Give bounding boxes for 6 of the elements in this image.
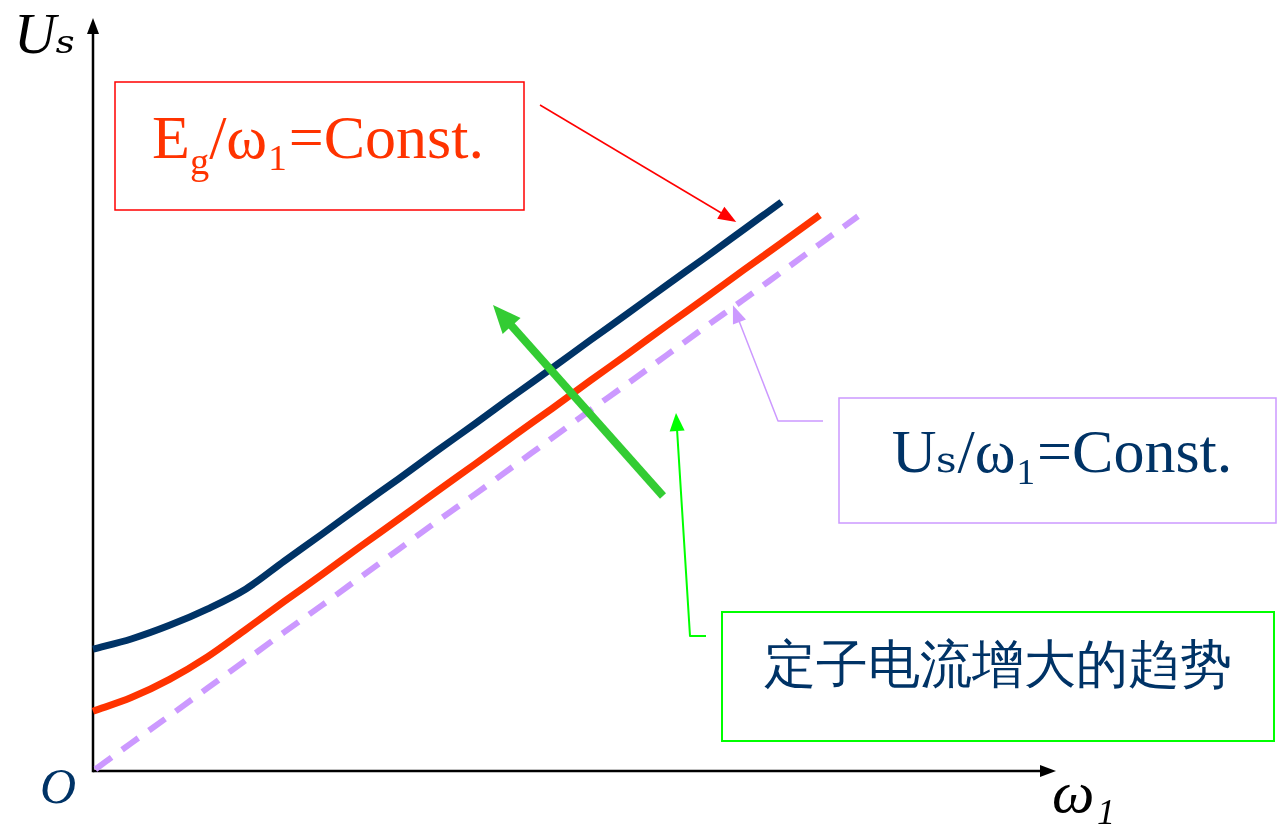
annotation: Uₛ/ω₁=Const. [891, 417, 1233, 485]
text: E$_{g}$/ω₁=Const. [152, 103, 484, 182]
text: O [39, 758, 77, 814]
y-axis-title: Uₛ [14, 1, 76, 66]
x-axis-title: ω₁ [1052, 759, 1116, 825]
annotation: 定子电流增大的趋势 [764, 636, 1232, 693]
